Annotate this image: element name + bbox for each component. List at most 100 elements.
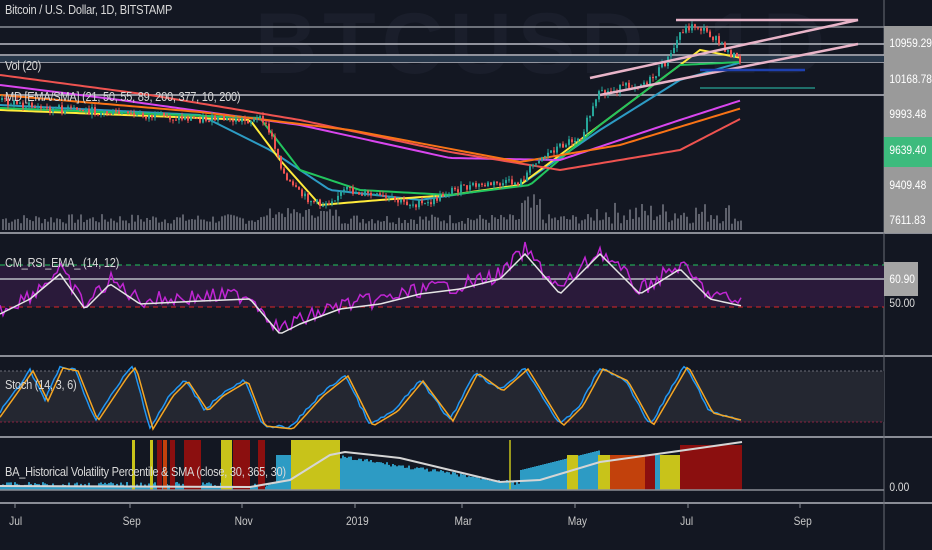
hvp-bar bbox=[404, 467, 406, 490]
candle-body bbox=[478, 183, 480, 187]
hvp-bar bbox=[434, 469, 436, 490]
volume-bar bbox=[284, 217, 286, 230]
hvp-bar bbox=[138, 485, 140, 490]
volume-bar bbox=[500, 214, 502, 230]
candle-body bbox=[268, 123, 270, 133]
volume-bar bbox=[701, 211, 703, 230]
hvp-bar bbox=[54, 485, 56, 490]
volume-bar bbox=[623, 215, 625, 230]
rsi-indicator-label[interactable]: CM_RSI_EMA_ (14, 12) bbox=[5, 255, 120, 270]
trendline bbox=[589, 18, 859, 80]
hvp-bar bbox=[12, 486, 14, 490]
stoch-indicator-label[interactable]: Stoch (14, 3, 6) bbox=[5, 377, 77, 392]
price-label: 9409.48 bbox=[889, 178, 927, 192]
hvp-bar bbox=[430, 471, 432, 490]
hvp-bar bbox=[92, 486, 94, 490]
candle-body bbox=[328, 203, 330, 205]
hvp-bar bbox=[384, 464, 386, 490]
candle-body bbox=[685, 26, 687, 33]
candle-body bbox=[196, 118, 198, 120]
volume-bar bbox=[86, 219, 88, 230]
rsi-value-label: 60.90 bbox=[889, 272, 915, 286]
volume-bar bbox=[713, 219, 715, 230]
volume-bar bbox=[737, 221, 739, 230]
hvp-bar bbox=[482, 477, 484, 490]
candle-body bbox=[19, 102, 21, 104]
volume-bar bbox=[539, 199, 541, 230]
volume-bar bbox=[512, 215, 514, 230]
hvp-bar bbox=[530, 467, 532, 490]
candle-body bbox=[370, 192, 372, 196]
candle-body bbox=[259, 116, 261, 119]
ma-indicator-label[interactable]: MD [EMA/SMA] (21, 50, 55, 89, 200, 377, … bbox=[5, 89, 241, 104]
candle-body bbox=[496, 181, 498, 184]
hvp-indicator-label[interactable]: BA_Historical Volatility Percentile & SM… bbox=[5, 464, 286, 479]
candle-body bbox=[169, 116, 171, 120]
volume-bar bbox=[167, 223, 169, 230]
candle-body bbox=[535, 163, 537, 165]
hvp-bar bbox=[588, 453, 590, 490]
hvp-bar bbox=[396, 466, 398, 490]
candle-body bbox=[229, 117, 231, 120]
volume-bar bbox=[674, 213, 676, 230]
hvp-bar bbox=[540, 465, 542, 490]
hvp-bar bbox=[524, 469, 526, 490]
hvp-bar bbox=[362, 461, 364, 490]
volume-indicator-label[interactable]: Vol (20) bbox=[5, 58, 42, 73]
hvp-bar bbox=[114, 485, 116, 490]
candle-body bbox=[472, 183, 474, 186]
volume-bar bbox=[59, 219, 61, 230]
volume-bar bbox=[206, 221, 208, 230]
candle-body bbox=[505, 180, 507, 184]
volume-bar bbox=[485, 219, 487, 230]
hvp-bar bbox=[474, 477, 476, 490]
candle-body bbox=[253, 118, 255, 122]
volume-bar bbox=[611, 223, 613, 230]
hvp-bar bbox=[596, 451, 598, 490]
price-axis[interactable] bbox=[884, 26, 932, 233]
price-label: 10959.29 bbox=[889, 36, 932, 50]
candle-body bbox=[427, 202, 429, 204]
candle-body bbox=[655, 76, 657, 79]
volume-bar bbox=[524, 200, 526, 230]
volume-bar bbox=[602, 219, 604, 230]
volume-bar bbox=[440, 221, 442, 230]
volume-bar bbox=[476, 218, 478, 230]
volume-bar bbox=[653, 220, 655, 230]
hvp-bar bbox=[454, 472, 456, 490]
hvp-bar bbox=[368, 461, 370, 490]
stoch-band bbox=[0, 371, 884, 422]
volume-bar bbox=[677, 218, 679, 230]
hvp-bar bbox=[486, 479, 488, 490]
candle-body bbox=[469, 185, 471, 190]
hvp-bar bbox=[72, 486, 74, 490]
volume-bar bbox=[257, 220, 259, 230]
current-price-label: 9639.40 bbox=[889, 143, 927, 157]
volume-bar bbox=[314, 217, 316, 230]
candle-body bbox=[346, 186, 348, 190]
hvp-bar bbox=[444, 472, 446, 490]
volume-bar bbox=[530, 207, 532, 230]
candle-body bbox=[334, 200, 336, 202]
hvp-bar bbox=[360, 458, 362, 490]
hvp-bar bbox=[270, 484, 272, 490]
hvp-bar bbox=[460, 473, 462, 490]
volume-bar bbox=[560, 216, 562, 230]
volume-bar bbox=[326, 211, 328, 230]
volume-bar bbox=[338, 216, 340, 230]
volume-bar bbox=[479, 214, 481, 230]
candle-body bbox=[571, 139, 573, 143]
volume-bar bbox=[158, 222, 160, 230]
volume-bar bbox=[260, 217, 262, 230]
hvp-bar bbox=[494, 481, 496, 490]
hvp-bar bbox=[528, 468, 530, 490]
hvp-bar bbox=[490, 480, 492, 490]
candle-body bbox=[130, 113, 132, 115]
hvp-bar bbox=[560, 460, 562, 490]
volume-bar bbox=[296, 212, 298, 230]
hvp-bar bbox=[590, 452, 592, 490]
hvp-bar bbox=[492, 480, 494, 490]
volume-bar bbox=[350, 218, 352, 230]
volume-bar bbox=[329, 209, 331, 230]
